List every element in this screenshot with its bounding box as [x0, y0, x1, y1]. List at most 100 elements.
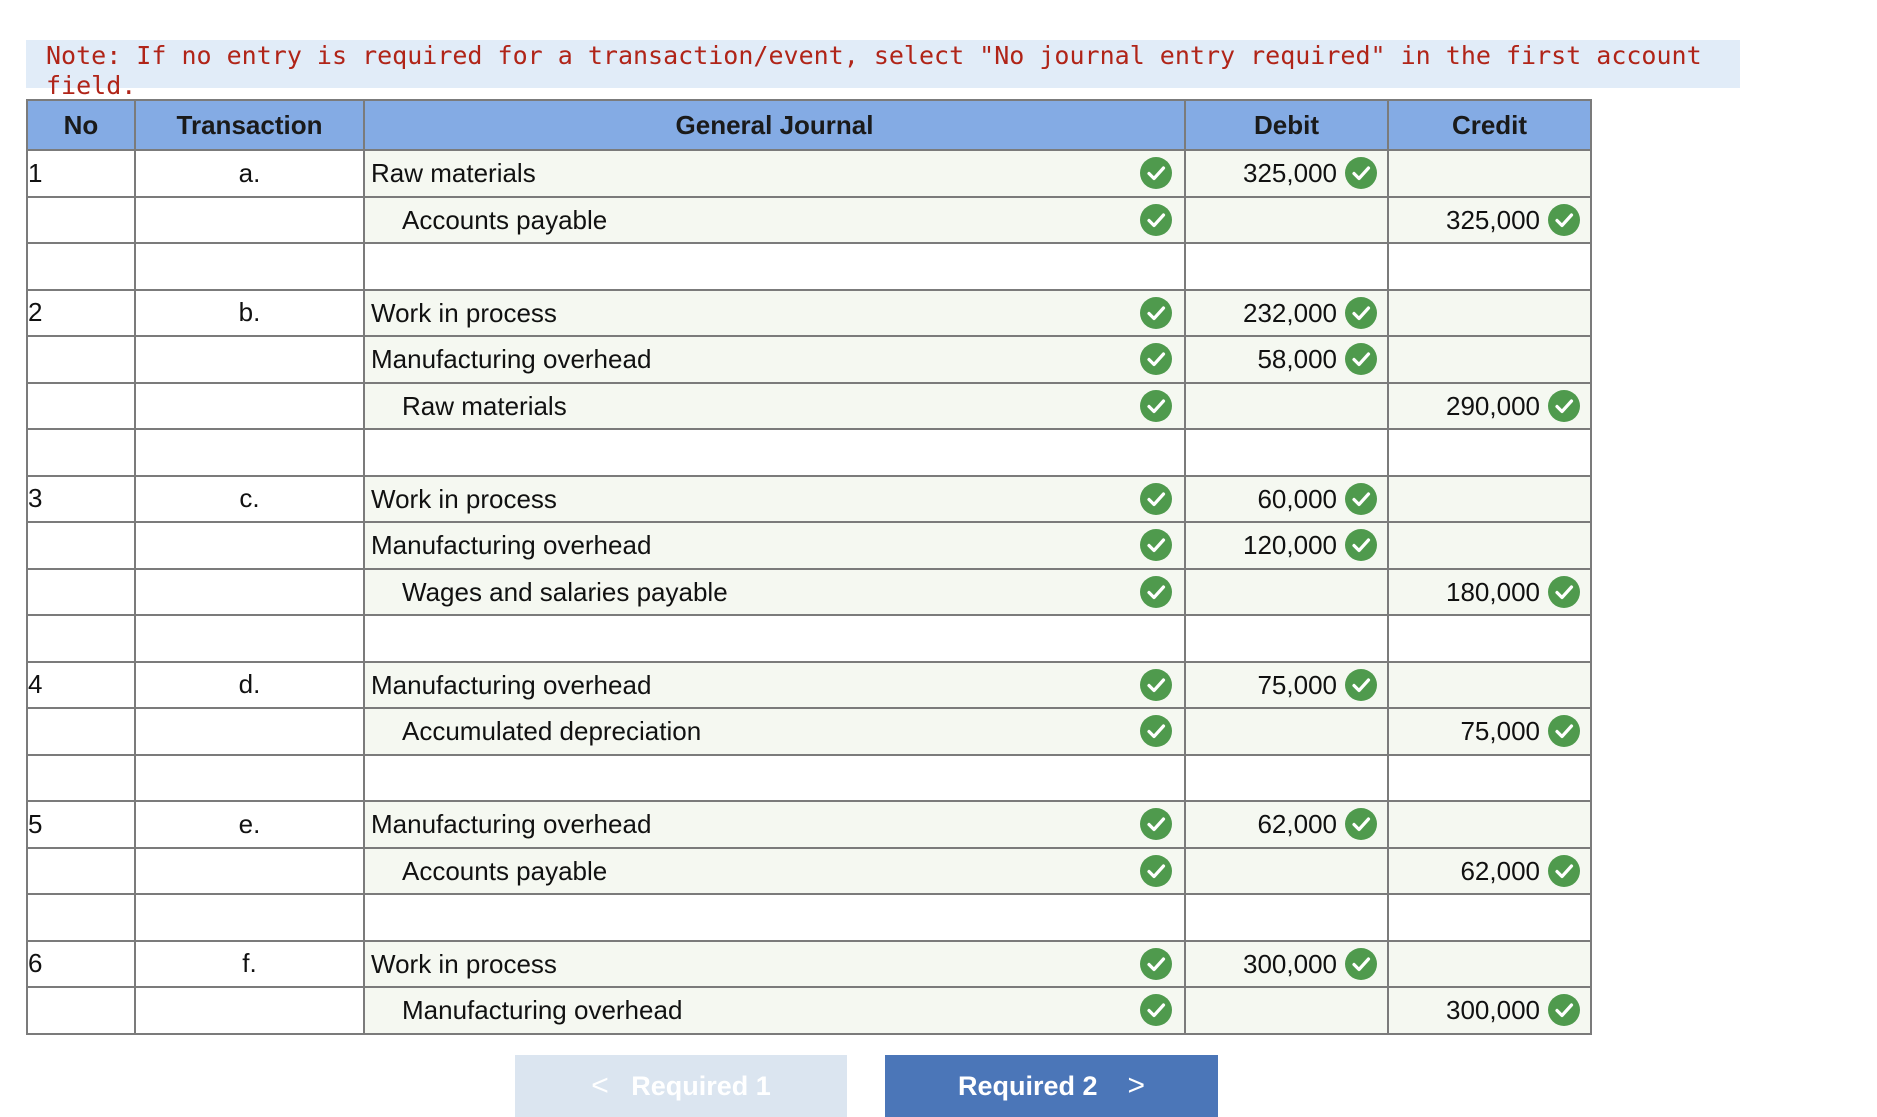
journal-row — [26, 428, 1592, 477]
debit-input[interactable]: 300,000 — [1184, 939, 1389, 988]
account-select[interactable]: Work in process — [363, 939, 1186, 988]
debit-input[interactable] — [1184, 707, 1389, 756]
transaction-label — [134, 753, 365, 802]
debit-input[interactable] — [1184, 195, 1389, 244]
credit-input[interactable] — [1387, 474, 1592, 523]
debit-input[interactable]: 75,000 — [1184, 660, 1389, 709]
required-2-button[interactable]: Required 2 > — [885, 1055, 1218, 1117]
header-credit: Credit — [1387, 99, 1592, 151]
debit-input[interactable]: 325,000 — [1184, 149, 1389, 198]
debit-input[interactable]: 58,000 — [1184, 335, 1389, 384]
account-select[interactable]: Accumulated depreciation — [363, 707, 1186, 756]
debit-input[interactable]: 60,000 — [1184, 474, 1389, 523]
check-icon — [1140, 854, 1172, 887]
credit-input[interactable] — [1387, 614, 1592, 663]
debit-input[interactable] — [1184, 753, 1389, 802]
debit-input[interactable] — [1184, 893, 1389, 942]
journal-row: 3 c. Work in process 60,000 — [26, 474, 1592, 523]
transaction-label — [134, 242, 365, 291]
account-select[interactable] — [363, 893, 1186, 942]
row-number — [26, 614, 136, 663]
check-icon — [1548, 575, 1580, 608]
chevron-right-icon: > — [1127, 1069, 1146, 1102]
account-select[interactable]: Work in process — [363, 474, 1186, 523]
check-icon — [1345, 808, 1377, 841]
account-select[interactable] — [363, 753, 1186, 802]
account-select[interactable]: Work in process — [363, 288, 1186, 337]
check-icon — [1548, 203, 1580, 236]
account-select[interactable]: Wages and salaries payable — [363, 567, 1186, 616]
credit-input[interactable] — [1387, 288, 1592, 337]
account-select[interactable] — [363, 614, 1186, 663]
debit-input[interactable] — [1184, 242, 1389, 291]
check-icon — [1140, 203, 1172, 236]
row-number — [26, 567, 136, 616]
journal-row: Wages and salaries payable 180,000 — [26, 567, 1592, 616]
debit-input[interactable] — [1184, 846, 1389, 895]
transaction-label — [134, 893, 365, 942]
account-select[interactable]: Raw materials — [363, 381, 1186, 430]
credit-input[interactable] — [1387, 893, 1592, 942]
credit-input[interactable] — [1387, 939, 1592, 988]
required-1-button[interactable]: < Required 1 — [515, 1055, 847, 1117]
account-select[interactable]: Manufacturing overhead — [363, 521, 1186, 570]
account-select[interactable]: Accounts payable — [363, 195, 1186, 244]
credit-input[interactable]: 62,000 — [1387, 846, 1592, 895]
debit-input[interactable] — [1184, 614, 1389, 663]
journal-row: 4 d. Manufacturing overhead 75,000 — [26, 660, 1592, 709]
journal-row: Manufacturing overhead 58,000 — [26, 335, 1592, 384]
debit-input[interactable]: 62,000 — [1184, 800, 1389, 849]
debit-input[interactable]: 232,000 — [1184, 288, 1389, 337]
debit-amount: 120,000 — [1243, 530, 1337, 561]
account-select[interactable]: Raw materials — [363, 149, 1186, 198]
credit-input[interactable]: 290,000 — [1387, 381, 1592, 430]
credit-input[interactable]: 300,000 — [1387, 986, 1592, 1035]
credit-input[interactable]: 325,000 — [1387, 195, 1592, 244]
check-icon — [1140, 157, 1172, 190]
check-icon — [1345, 296, 1377, 329]
check-icon — [1345, 529, 1377, 562]
credit-input[interactable]: 75,000 — [1387, 707, 1592, 756]
account-name: Manufacturing overhead — [371, 530, 652, 561]
debit-amount: 325,000 — [1243, 158, 1337, 189]
debit-input[interactable] — [1184, 986, 1389, 1035]
row-number — [26, 428, 136, 477]
debit-input[interactable] — [1184, 381, 1389, 430]
row-number: 6 — [26, 939, 136, 988]
credit-input[interactable] — [1387, 428, 1592, 477]
row-number — [26, 986, 136, 1035]
credit-input[interactable] — [1387, 753, 1592, 802]
check-icon — [1548, 389, 1580, 422]
account-select[interactable]: Manufacturing overhead — [363, 800, 1186, 849]
account-name: Wages and salaries payable — [402, 576, 728, 607]
credit-input[interactable] — [1387, 242, 1592, 291]
credit-input[interactable] — [1387, 335, 1592, 384]
row-number — [26, 846, 136, 895]
account-select[interactable]: Manufacturing overhead — [363, 660, 1186, 709]
journal-row: 6 f. Work in process 300,000 — [26, 939, 1592, 988]
check-icon — [1345, 343, 1377, 376]
credit-input[interactable] — [1387, 149, 1592, 198]
account-name: Manufacturing overhead — [402, 995, 683, 1026]
debit-input[interactable] — [1184, 428, 1389, 477]
account-select[interactable] — [363, 242, 1186, 291]
row-number — [26, 242, 136, 291]
account-select[interactable] — [363, 428, 1186, 477]
journal-row — [26, 893, 1592, 942]
debit-input[interactable]: 120,000 — [1184, 521, 1389, 570]
debit-amount: 58,000 — [1257, 344, 1337, 375]
credit-amount: 290,000 — [1446, 390, 1540, 421]
debit-input[interactable] — [1184, 567, 1389, 616]
account-select[interactable]: Manufacturing overhead — [363, 986, 1186, 1035]
instruction-note: Note: If no entry is required for a tran… — [26, 40, 1740, 100]
account-select[interactable]: Accounts payable — [363, 846, 1186, 895]
check-icon — [1345, 157, 1377, 190]
credit-input[interactable] — [1387, 660, 1592, 709]
check-icon — [1140, 389, 1172, 422]
transaction-label — [134, 707, 365, 756]
credit-input[interactable]: 180,000 — [1387, 567, 1592, 616]
credit-input[interactable] — [1387, 800, 1592, 849]
account-select[interactable]: Manufacturing overhead — [363, 335, 1186, 384]
transaction-label — [134, 195, 365, 244]
credit-input[interactable] — [1387, 521, 1592, 570]
